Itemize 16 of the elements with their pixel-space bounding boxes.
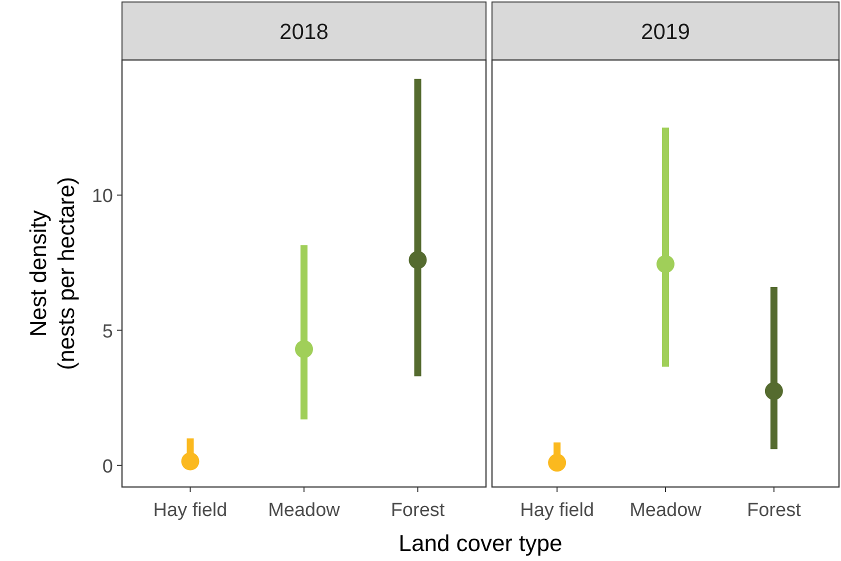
y-axis-title: Nest density (nests per hectare): [25, 176, 79, 370]
x-tick-label: Meadow: [630, 500, 702, 521]
point: [295, 340, 313, 358]
x-tick-label: Forest: [390, 500, 446, 521]
x-tick-label: Hay field: [153, 500, 228, 521]
y-tick-label: 5: [102, 321, 113, 342]
x-axis-title: Land cover type: [398, 530, 562, 556]
x-tick-label: Forest: [747, 500, 802, 521]
point: [408, 250, 427, 269]
chart-title: 2019: [641, 19, 690, 44]
point: [181, 452, 200, 470]
x-tick-label: Hay field: [520, 500, 594, 521]
y-tick-label: 0: [102, 456, 113, 478]
x-tick-label: Meadow: [268, 500, 340, 521]
y-tick-label: 10: [92, 186, 113, 208]
chart-title: 2018: [280, 19, 328, 44]
